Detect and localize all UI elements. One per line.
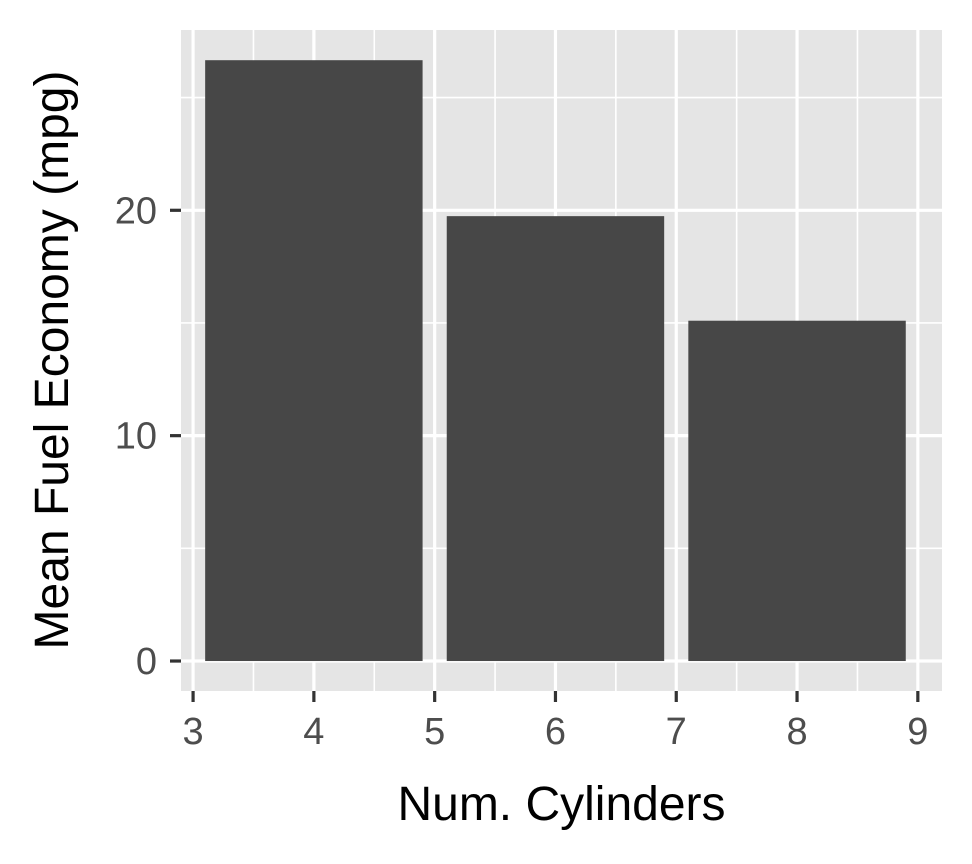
x-tick-label: 9 xyxy=(907,711,928,753)
y-axis: 0 10 20 xyxy=(115,190,181,683)
y-axis-title: Mean Fuel Economy (mpg) xyxy=(26,71,79,650)
x-tick-label: 8 xyxy=(786,711,807,753)
bars xyxy=(205,60,906,662)
bar-cyl-6 xyxy=(446,216,665,662)
x-tick-label: 3 xyxy=(183,711,204,753)
x-axis: 3 4 5 6 7 8 9 xyxy=(183,691,928,753)
x-tick-label: 6 xyxy=(545,711,566,753)
x-tick-label: 7 xyxy=(666,711,687,753)
x-tick-label: 4 xyxy=(303,711,324,753)
y-tick-label: 10 xyxy=(115,416,157,458)
bar-cyl-4 xyxy=(205,60,423,662)
y-tick-label: 0 xyxy=(136,641,157,683)
y-tick-label: 20 xyxy=(115,190,157,232)
bar-cyl-8 xyxy=(688,320,906,662)
x-axis-title: Num. Cylinders xyxy=(397,778,725,831)
x-tick-label: 5 xyxy=(424,711,445,753)
